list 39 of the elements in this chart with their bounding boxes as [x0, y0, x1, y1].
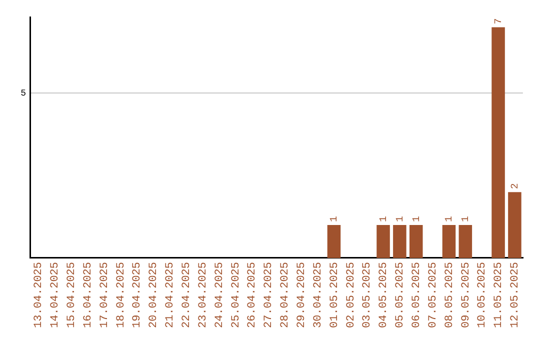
x-tick-label: 23.04.2025 — [197, 262, 210, 328]
x-tick-label: 14.04.2025 — [50, 262, 62, 328]
x-tick-label: 11.05.2025 — [493, 262, 506, 328]
x-tick-label: 03.05.2025 — [362, 262, 374, 328]
data-label: 1 — [330, 216, 341, 222]
x-tick-label: 10.05.2025 — [476, 262, 489, 328]
x-tick-label: 13.04.2025 — [33, 262, 46, 328]
x-tick-label: 04.05.2025 — [378, 262, 390, 328]
x-tick-label: 05.05.2025 — [394, 262, 407, 328]
x-tick-label: 01.05.2025 — [328, 262, 341, 328]
x-tick-label: 20.04.2025 — [148, 262, 160, 328]
x-tick-label: 08.05.2025 — [444, 262, 456, 328]
data-label: 1 — [378, 216, 390, 222]
x-tick-label: 22.04.2025 — [180, 262, 193, 328]
x-tick-label: 12.05.2025 — [510, 262, 522, 328]
x-tick-label: 15.04.2025 — [66, 262, 78, 328]
data-label: 1 — [461, 216, 472, 222]
x-tick-label: 25.04.2025 — [230, 262, 242, 328]
y-tick-label: 5 — [20, 88, 26, 99]
x-tick-label: 30.04.2025 — [312, 262, 324, 328]
x-tick-label: 28.04.2025 — [280, 262, 292, 328]
x-tick-label: 07.05.2025 — [427, 262, 440, 328]
data-label: 7 — [494, 18, 505, 24]
x-tick-label: 26.04.2025 — [246, 262, 259, 328]
x-tick-label: 06.05.2025 — [411, 262, 424, 328]
x-tick-label: 18.04.2025 — [115, 262, 128, 328]
x-tick-label: 09.05.2025 — [460, 262, 472, 328]
x-tick-label: 17.04.2025 — [98, 262, 111, 328]
x-tick-label: 29.04.2025 — [296, 262, 308, 328]
x-tick-label: 27.04.2025 — [263, 262, 276, 328]
data-label: 1 — [412, 216, 423, 222]
x-tick-label: 16.04.2025 — [82, 262, 94, 328]
data-label: 2 — [510, 183, 522, 190]
x-tick-label: 24.04.2025 — [214, 262, 226, 328]
data-label: 1 — [395, 216, 406, 222]
x-tick-label: 19.04.2025 — [132, 262, 144, 328]
x-tick-label: 02.05.2025 — [345, 262, 358, 328]
x-tick-label: 21.04.2025 — [164, 262, 177, 328]
data-label: 1 — [444, 216, 456, 222]
